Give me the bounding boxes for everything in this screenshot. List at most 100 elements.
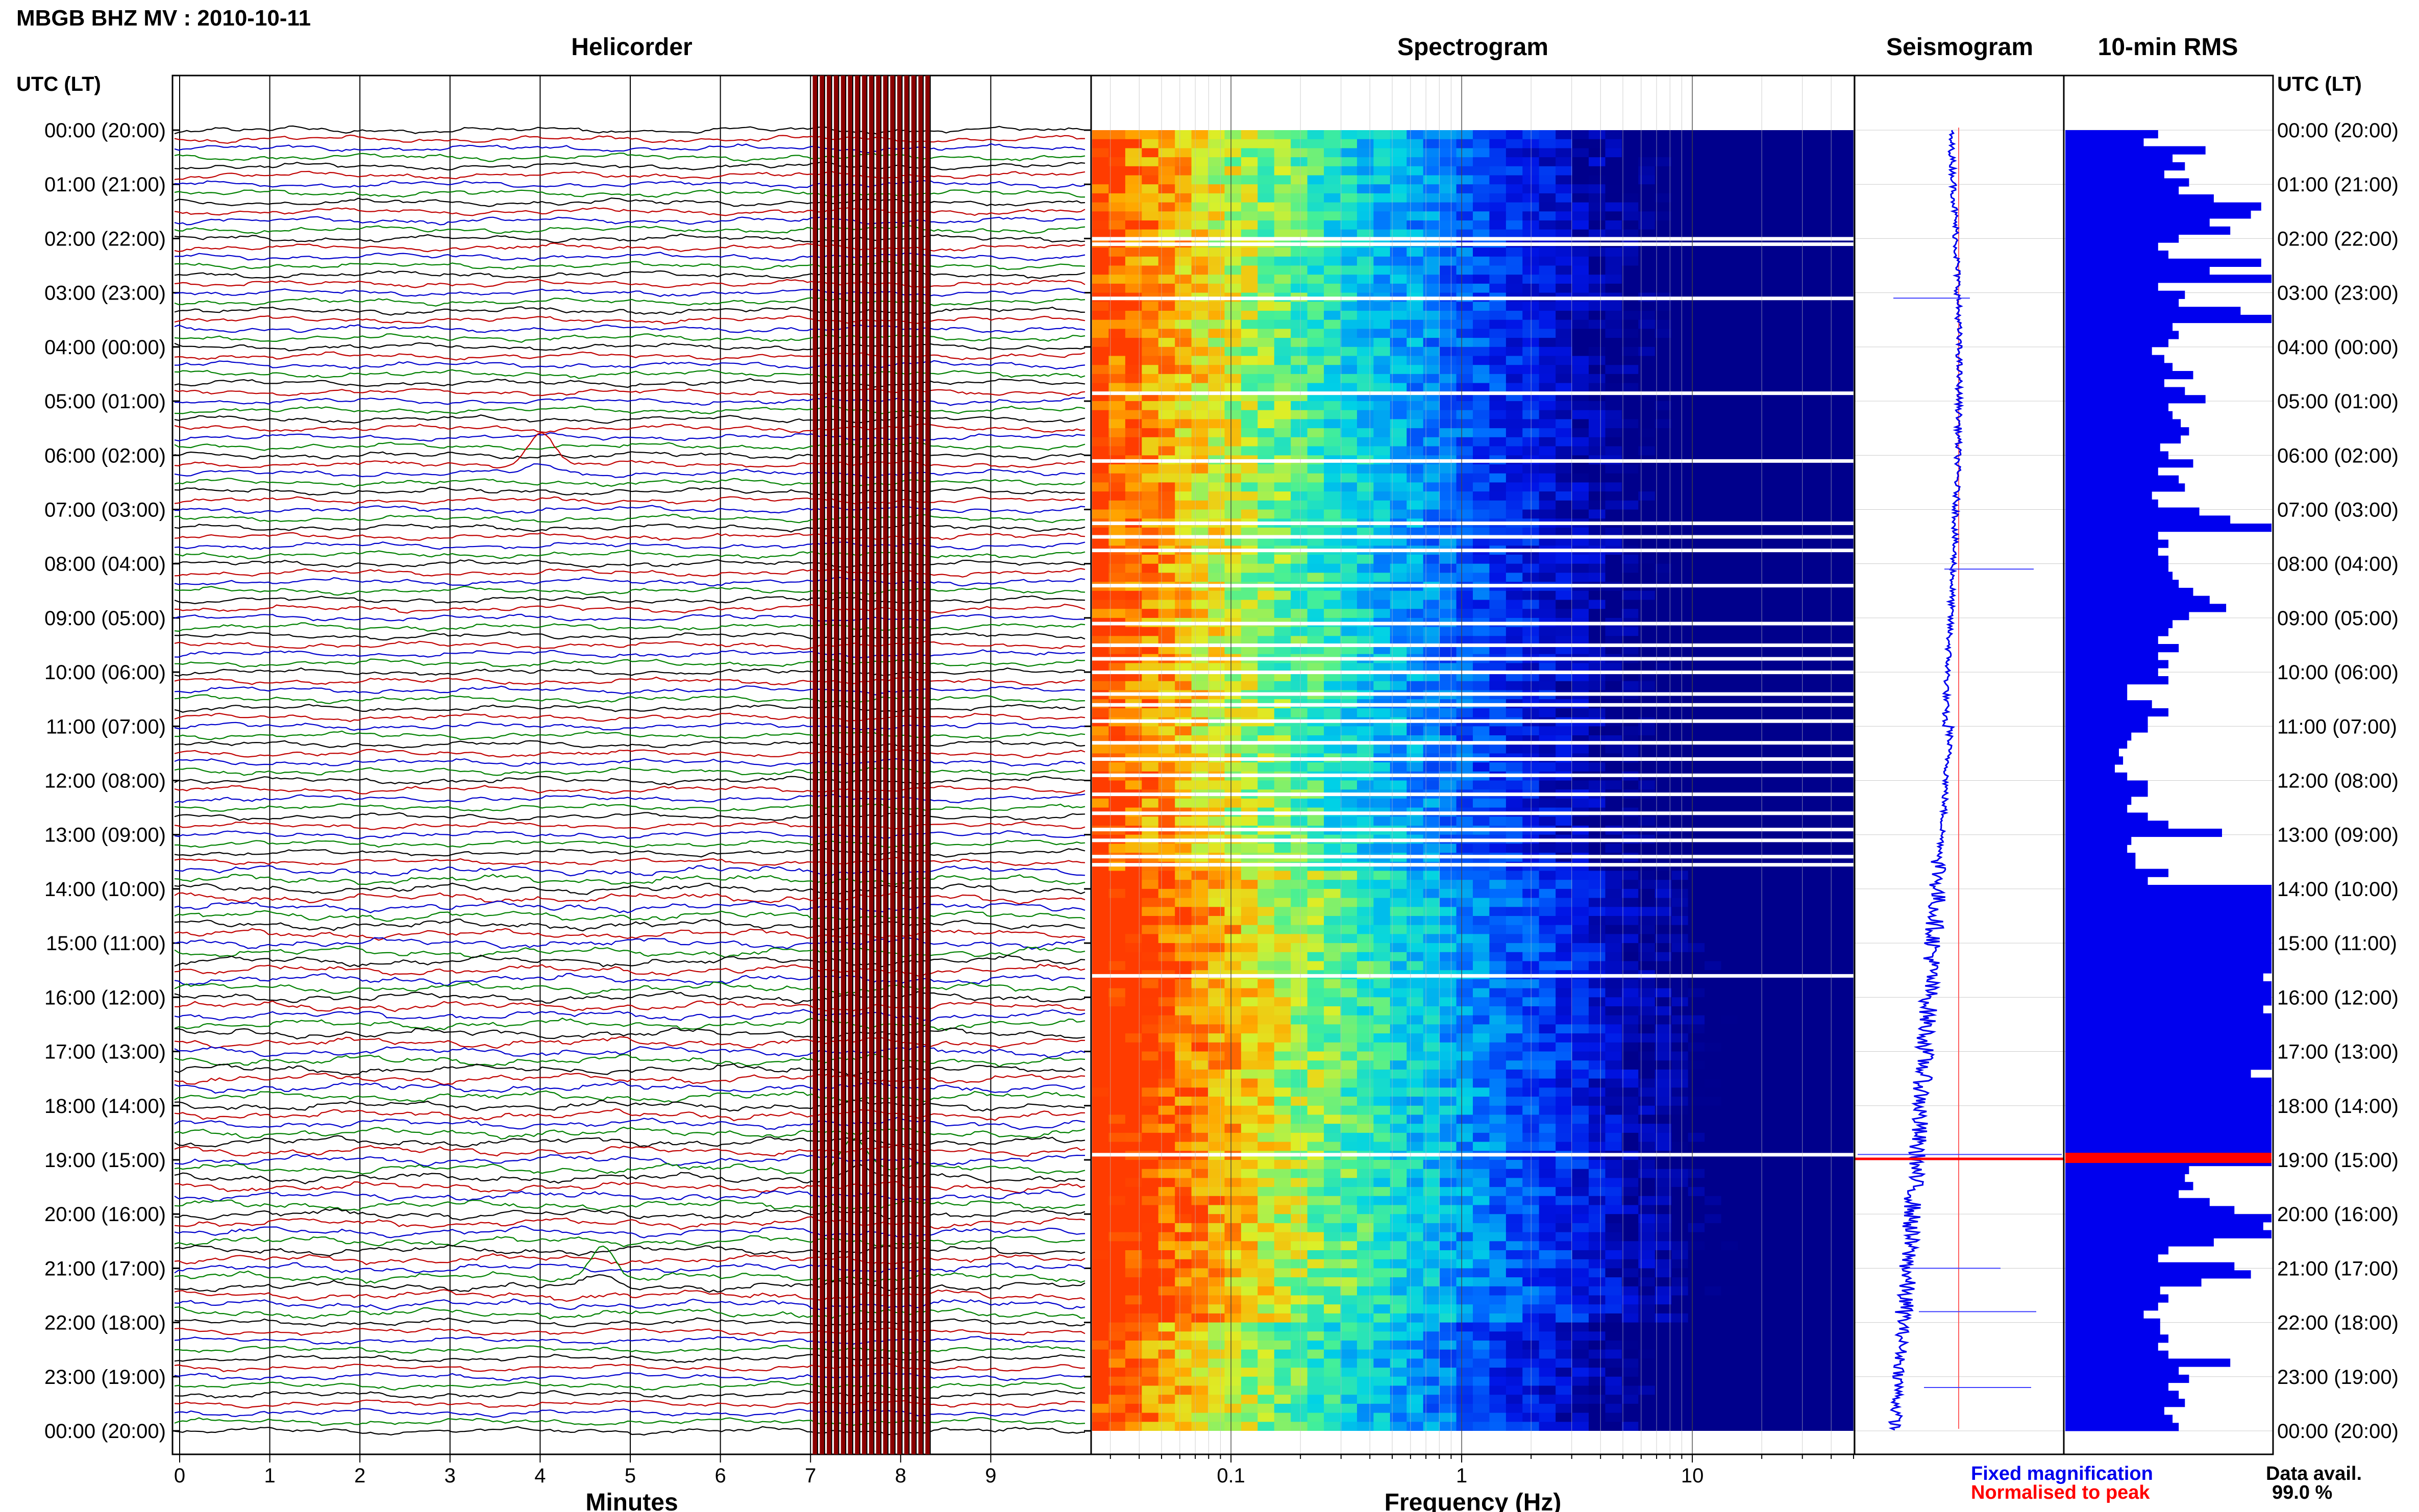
spectrogram-cell <box>1754 464 1771 474</box>
spectrogram-cell <box>1671 555 1689 564</box>
spectrogram-cell <box>1175 898 1192 907</box>
spectrogram-cell <box>1738 311 1755 320</box>
spectrogram-cell <box>1357 961 1374 971</box>
spectrogram-cell <box>1804 157 1821 167</box>
spectrogram-cell <box>1804 934 1821 944</box>
spectrogram-cell <box>1770 871 1788 880</box>
spectrogram-cell <box>1224 1006 1242 1016</box>
spectrogram-cell <box>1638 329 1656 338</box>
spectrogram-cell <box>1572 319 1589 329</box>
spectrogram-cell <box>1092 997 1109 1007</box>
spectrogram-cell <box>1671 139 1689 148</box>
spectrogram-cell <box>1621 590 1639 601</box>
spectrogram-cell <box>1440 961 1457 971</box>
spectrogram-cell <box>1440 374 1457 384</box>
spectrogram-cell <box>1224 509 1242 519</box>
spectrogram-cell <box>1770 446 1788 456</box>
spectrogram-cell <box>1837 148 1854 158</box>
spectrogram-cell <box>1556 1015 1573 1025</box>
spectrogram-cell <box>1770 1006 1788 1016</box>
spectrogram-cell <box>1257 627 1275 636</box>
spectrogram-cell <box>1688 473 1705 483</box>
spectrogram-cell <box>1621 907 1639 916</box>
spectrogram-cell <box>1324 220 1341 230</box>
spectrogram-cell <box>1291 672 1308 682</box>
spectrogram-cell <box>1671 600 1689 609</box>
spectrogram-cell <box>1638 193 1656 203</box>
spectrogram-cell <box>1390 762 1407 772</box>
spectrogram-cell <box>1770 762 1788 772</box>
spectrogram-cell <box>1108 925 1126 934</box>
spectrogram-cell <box>1473 446 1490 456</box>
spectrogram-cell <box>1257 419 1275 429</box>
spectrogram-cell <box>1224 979 1242 989</box>
spectrogram-cell <box>1572 265 1589 275</box>
spectrogram-cell <box>1125 979 1142 989</box>
spectrogram-cell <box>1655 590 1672 601</box>
spectrogram-cell <box>1224 943 1242 953</box>
helicorder-trace <box>174 667 1085 677</box>
spectrogram-cell <box>1307 247 1324 257</box>
spectrogram-cell <box>1572 500 1589 510</box>
spectrogram-cell <box>1489 410 1507 419</box>
spectrogram-cell <box>1191 609 1208 618</box>
spectrogram-cell <box>1191 816 1208 826</box>
spectrogram-cell <box>1406 338 1424 348</box>
spectrogram-cell <box>1423 888 1440 899</box>
spectrogram-cell <box>1158 609 1175 618</box>
spectrogram-cell <box>1556 916 1573 926</box>
spectrogram-cell <box>1373 573 1391 582</box>
spectrogram-cell <box>1208 898 1225 907</box>
spectrogram-cell <box>1688 302 1705 311</box>
spectrogram-cell <box>1208 374 1225 384</box>
spectrogram-cell <box>1423 265 1440 275</box>
spectrogram-cell <box>1340 1033 1357 1043</box>
spectrogram-cell <box>1208 500 1225 510</box>
spectrogram-cell <box>1208 1042 1225 1052</box>
spectrogram-cell <box>1804 988 1821 998</box>
spectrogram-cell <box>1621 139 1639 148</box>
spectrogram-cell <box>1340 609 1357 618</box>
spectrogram-cell <box>1191 346 1208 357</box>
spectrogram-cell <box>1108 220 1126 230</box>
spectrogram-cell <box>1572 482 1589 492</box>
spectrogram-cell <box>1406 428 1424 438</box>
spectrogram-cell <box>1473 609 1490 618</box>
spectrogram-cell <box>1390 500 1407 510</box>
spectrogram-cell <box>1142 500 1159 510</box>
spectrogram-cell <box>1324 500 1341 510</box>
spectrogram-cell <box>1373 509 1391 519</box>
spectrogram-cell <box>1373 943 1391 953</box>
spectrogram-cell <box>1655 573 1672 582</box>
spectrogram-cell <box>1108 645 1126 655</box>
spectrogram-cell <box>1357 1042 1374 1052</box>
spectrogram-cell <box>1539 437 1556 447</box>
spectrogram-cell <box>1423 491 1440 501</box>
spectrogram-cell <box>1754 437 1771 447</box>
spectrogram-cell <box>1324 988 1341 998</box>
spectrogram-cell <box>1324 563 1341 573</box>
spectrogram-cell <box>1373 609 1391 618</box>
spectrogram-cell <box>1505 934 1523 944</box>
spectrogram-cell <box>1208 383 1225 392</box>
spectrogram-cell <box>1804 627 1821 636</box>
spectrogram-cell <box>1307 166 1324 176</box>
spectrogram-cell <box>1671 1024 1689 1034</box>
spectrogram-cell <box>1390 681 1407 691</box>
spectrogram-cell <box>1175 446 1192 456</box>
spectrogram-cell <box>1241 663 1258 673</box>
spectrogram-cell <box>1820 844 1838 853</box>
spectrogram-cell <box>1721 356 1738 365</box>
spectrogram-cell <box>1423 636 1440 646</box>
spectrogram-cell <box>1738 130 1755 140</box>
spectrogram-cell <box>1142 482 1159 492</box>
spectrogram-cell <box>1655 157 1672 167</box>
spectrogram-cell <box>1837 283 1854 293</box>
spectrogram-cell <box>1108 1006 1126 1016</box>
spectrogram-cell <box>1390 437 1407 447</box>
spectrogram-cell <box>1655 555 1672 564</box>
spectrogram-cell <box>1175 672 1192 682</box>
spectrogram-cell <box>1191 329 1208 338</box>
spectrogram-cell <box>1440 943 1457 953</box>
spectrogram-cell <box>1390 265 1407 275</box>
